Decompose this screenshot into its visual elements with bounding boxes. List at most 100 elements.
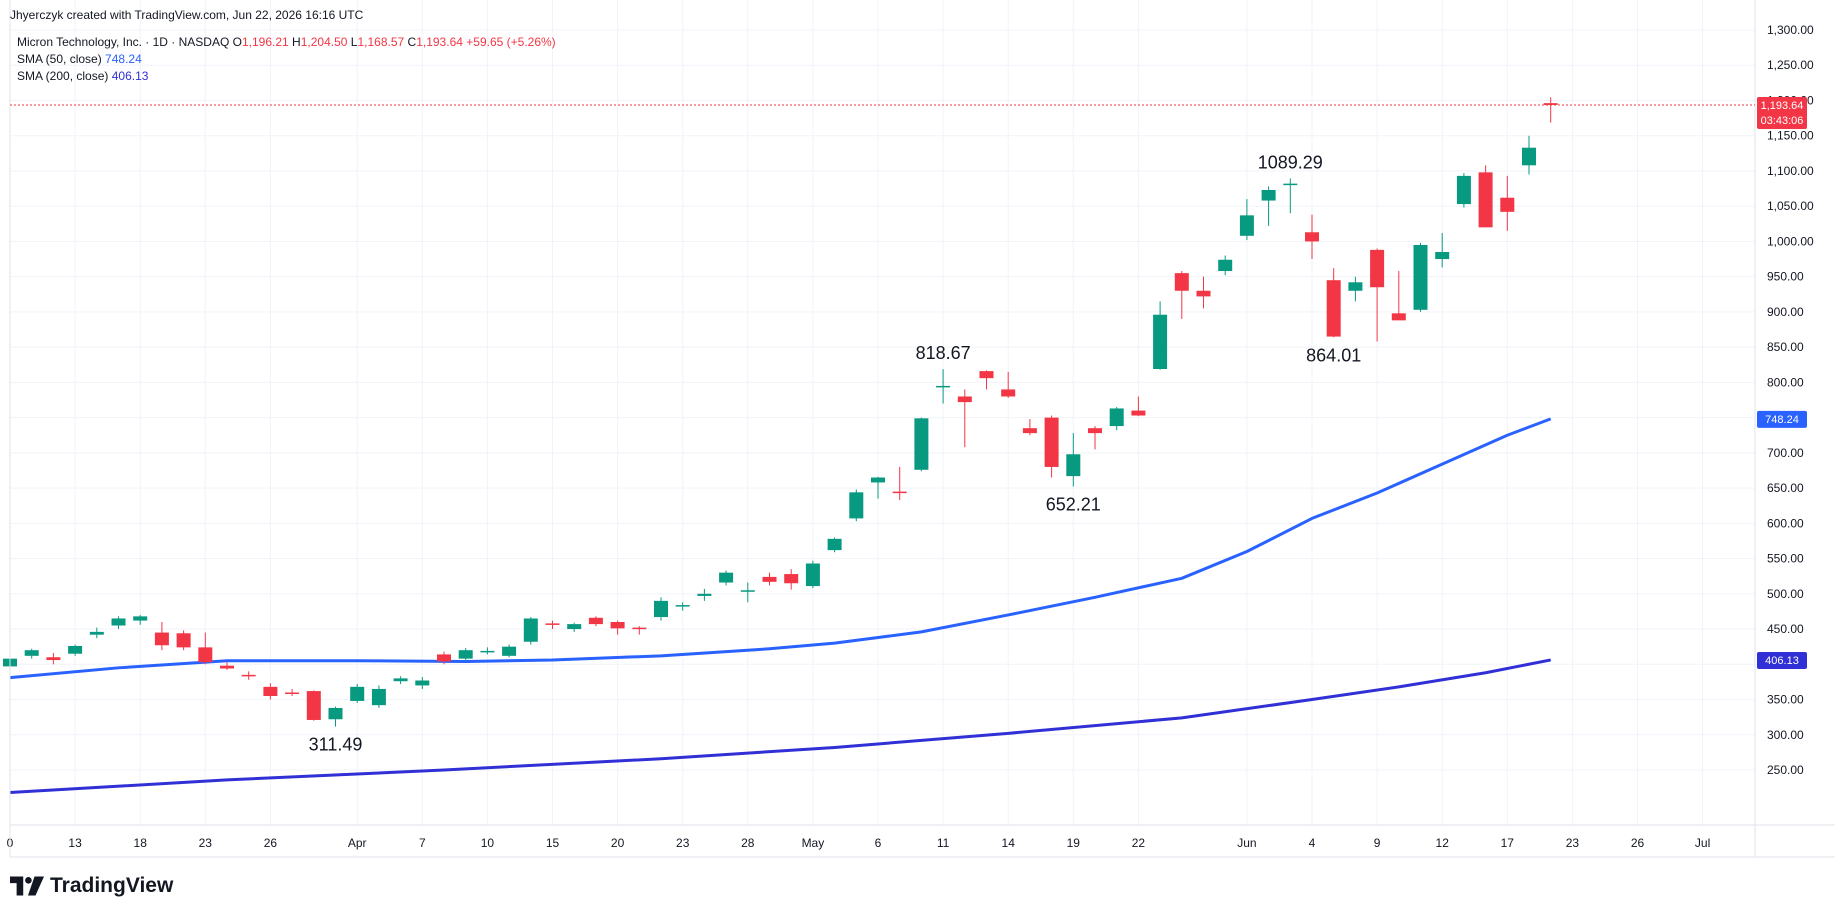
- candle-body: [263, 686, 278, 696]
- open-value: 1,196.21: [241, 35, 289, 49]
- candle: [68, 644, 83, 656]
- x-tick-label: 23: [676, 836, 690, 850]
- candle: [762, 572, 777, 586]
- candle: [1131, 396, 1146, 417]
- y-tick-label: 1,300.00: [1767, 23, 1814, 37]
- y-tick-label: 1,150.00: [1767, 129, 1814, 143]
- candle-body: [1261, 189, 1276, 201]
- candle: [1456, 173, 1471, 208]
- candle: [871, 476, 885, 499]
- x-tick-label: 4: [1309, 836, 1316, 850]
- candle-body: [632, 627, 647, 630]
- candle: [892, 466, 907, 501]
- candle-body: [133, 616, 148, 621]
- symbol-name: Micron Technology, Inc. · 1D · NASDAQ: [17, 35, 230, 49]
- y-tick-label: 550.00: [1767, 552, 1804, 566]
- y-tick-label: 950.00: [1767, 270, 1804, 284]
- y-tick-label: 1,000.00: [1767, 234, 1814, 248]
- y-tick-label: 650.00: [1767, 481, 1804, 495]
- candle-body: [1305, 232, 1319, 242]
- candle-body: [371, 688, 386, 706]
- sma50-legend[interactable]: SMA (50, close) 748.24: [17, 52, 142, 66]
- candle: [1326, 268, 1341, 338]
- candle: [610, 620, 625, 635]
- candle-body: [979, 371, 994, 379]
- candle: [350, 684, 365, 704]
- candle-body: [1196, 290, 1211, 297]
- candle-body: [306, 691, 321, 720]
- candle-body: [241, 674, 256, 677]
- candle: [545, 620, 560, 630]
- candle: [89, 627, 104, 639]
- peak-annotation: 864.01: [1306, 345, 1361, 365]
- x-tick-label: May: [802, 836, 825, 850]
- sma200-price-tag-text: 406.13: [1765, 655, 1799, 667]
- candle-body: [1348, 282, 1363, 291]
- candle: [588, 616, 603, 627]
- candle-body: [675, 605, 690, 607]
- candle: [1196, 276, 1211, 309]
- brand-name: TradingView: [50, 874, 174, 897]
- sma50-label: SMA (50, close): [17, 52, 102, 66]
- candle: [697, 588, 712, 601]
- candle-body: [415, 680, 430, 686]
- candle-body: [849, 492, 864, 519]
- candle-body: [1109, 408, 1124, 427]
- tradingview-logo-icon: [10, 876, 44, 896]
- sma200-legend[interactable]: SMA (200, close) 406.13: [17, 69, 148, 83]
- x-tick-label: 22: [1132, 836, 1146, 850]
- candle: [154, 622, 169, 651]
- x-tick-label: 20: [611, 836, 625, 850]
- candle-body: [393, 678, 408, 682]
- candle: [133, 614, 148, 625]
- candle-body: [154, 632, 169, 646]
- brand-logo[interactable]: TradingView: [10, 874, 173, 898]
- candle-body: [1066, 454, 1081, 477]
- x-tick-label: Jun: [1237, 836, 1256, 850]
- candle-body: [24, 650, 39, 656]
- candle: [979, 370, 994, 390]
- x-tick-label: 11: [937, 836, 950, 850]
- x-tick-label: 23: [1566, 836, 1580, 850]
- symbol-legend[interactable]: Micron Technology, Inc. · 1D · NASDAQ O1…: [17, 35, 556, 49]
- x-tick-label: Apr: [348, 836, 367, 850]
- candle-body: [198, 647, 213, 663]
- axis-layer: 250.00300.00350.00400.00450.00500.00550.…: [7, 0, 1835, 858]
- x-tick-label: Jul: [1695, 836, 1710, 850]
- candle-body: [1131, 410, 1146, 416]
- candle-body: [1001, 389, 1016, 397]
- candle-layer: [3, 97, 1558, 727]
- candle-body: [719, 572, 734, 583]
- y-tick-label: 800.00: [1767, 375, 1804, 389]
- low-value: 1,168.57: [357, 35, 405, 49]
- candle-body: [1326, 280, 1341, 337]
- candle: [827, 537, 842, 553]
- candle-body: [1283, 183, 1298, 186]
- candle: [1066, 433, 1081, 487]
- candle: [719, 570, 734, 586]
- candle-body: [1478, 172, 1493, 228]
- candle: [1261, 186, 1276, 226]
- x-tick-label: 13: [68, 836, 82, 850]
- candle-body: [1522, 147, 1536, 166]
- candle: [502, 644, 517, 658]
- y-tick-label: 900.00: [1767, 305, 1804, 319]
- candle-body: [176, 633, 191, 648]
- candle: [805, 560, 820, 589]
- candle: [1153, 301, 1168, 370]
- candle-body: [936, 385, 951, 388]
- x-tick-label: 18: [134, 836, 148, 850]
- candle: [1239, 199, 1254, 241]
- x-tick-label: 26: [1631, 836, 1645, 850]
- candle-body: [111, 618, 126, 626]
- x-tick-label: 12: [1436, 836, 1450, 850]
- candle: [957, 389, 972, 448]
- candle-body: [588, 617, 603, 625]
- candle-body: [784, 574, 799, 584]
- candle-body: [610, 622, 625, 629]
- candle: [393, 676, 408, 685]
- y-tick-label: 1,250.00: [1767, 58, 1814, 72]
- candle-body: [871, 477, 885, 483]
